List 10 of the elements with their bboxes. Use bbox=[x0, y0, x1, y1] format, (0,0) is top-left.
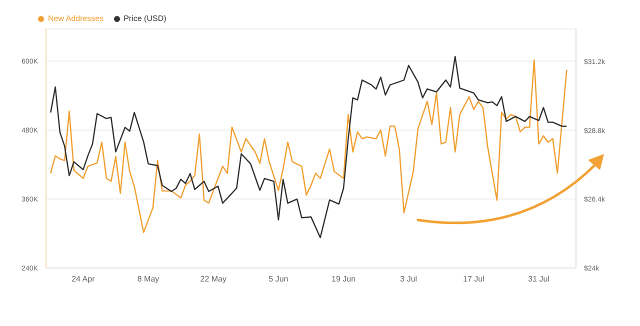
x-tick-label: 31 Jul bbox=[528, 274, 550, 284]
x-tick-label: 5 Jun bbox=[268, 274, 288, 284]
x-tick-label: 3 Jul bbox=[400, 274, 418, 284]
legend-label: New Addresses bbox=[48, 14, 104, 23]
x-tick-label: 22 May bbox=[200, 274, 226, 284]
legend-label: Price (USD) bbox=[124, 14, 166, 23]
x-tick-label: 19 Jun bbox=[332, 274, 356, 284]
x-tick-label: 17 Jul bbox=[463, 274, 485, 284]
x-tick-label: 8 May bbox=[137, 274, 160, 284]
x-tick-label: 24 Apr bbox=[72, 274, 96, 284]
